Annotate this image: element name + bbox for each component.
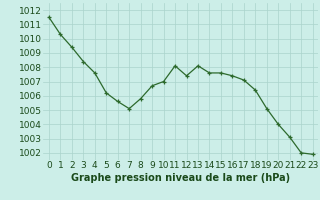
X-axis label: Graphe pression niveau de la mer (hPa): Graphe pression niveau de la mer (hPa) bbox=[71, 173, 290, 183]
